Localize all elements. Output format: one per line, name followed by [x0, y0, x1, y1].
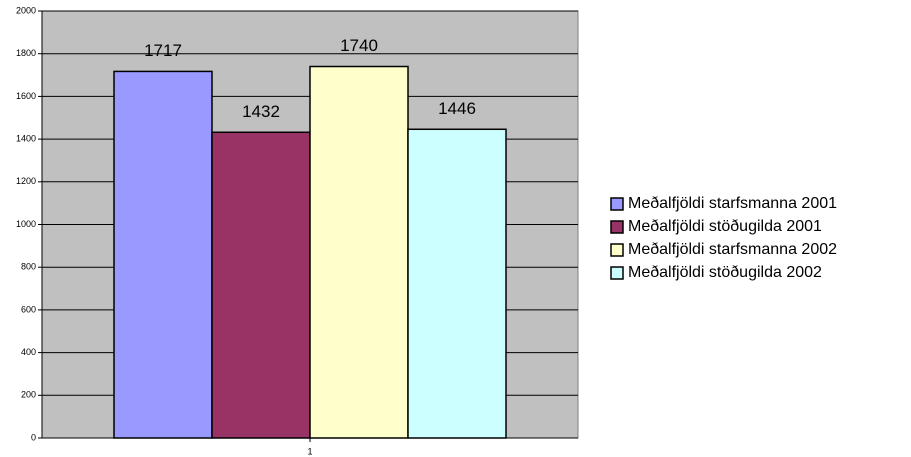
legend-label: Meðalfjöldi starfsmanna 2001 — [628, 195, 837, 212]
data-label: 1446 — [438, 99, 476, 118]
legend-label: Meðalfjöldi stöðugilda 2002 — [628, 264, 822, 281]
y-tick-label: 600 — [21, 304, 36, 314]
legend-swatch — [610, 220, 624, 234]
y-tick-label: 1200 — [16, 176, 36, 186]
x-tick-label: 1 — [307, 446, 312, 456]
legend-label: Meðalfjöldi stöðugilda 2001 — [628, 218, 822, 235]
y-tick-label: 1000 — [16, 219, 36, 229]
bar — [407, 128, 507, 439]
y-tick-label: 200 — [21, 390, 36, 400]
y-tick-label: 400 — [21, 347, 36, 357]
data-label: 1432 — [242, 102, 280, 121]
y-tick-label: 0 — [31, 432, 36, 442]
legend-swatch — [610, 243, 624, 257]
y-tick-label: 1600 — [16, 91, 36, 101]
bar — [309, 65, 409, 439]
y-tick-label: 800 — [21, 262, 36, 272]
bar — [113, 70, 213, 439]
data-label: 1740 — [340, 36, 378, 55]
y-tick-label: 1400 — [16, 133, 36, 143]
data-label: 1717 — [144, 41, 182, 60]
y-tick-label: 2000 — [16, 5, 36, 15]
legend-swatch — [610, 266, 624, 280]
y-tick-label: 1800 — [16, 48, 36, 58]
legend-label: Meðalfjöldi starfsmanna 2002 — [628, 241, 837, 258]
legend-swatch — [610, 197, 624, 211]
bar — [211, 131, 311, 439]
